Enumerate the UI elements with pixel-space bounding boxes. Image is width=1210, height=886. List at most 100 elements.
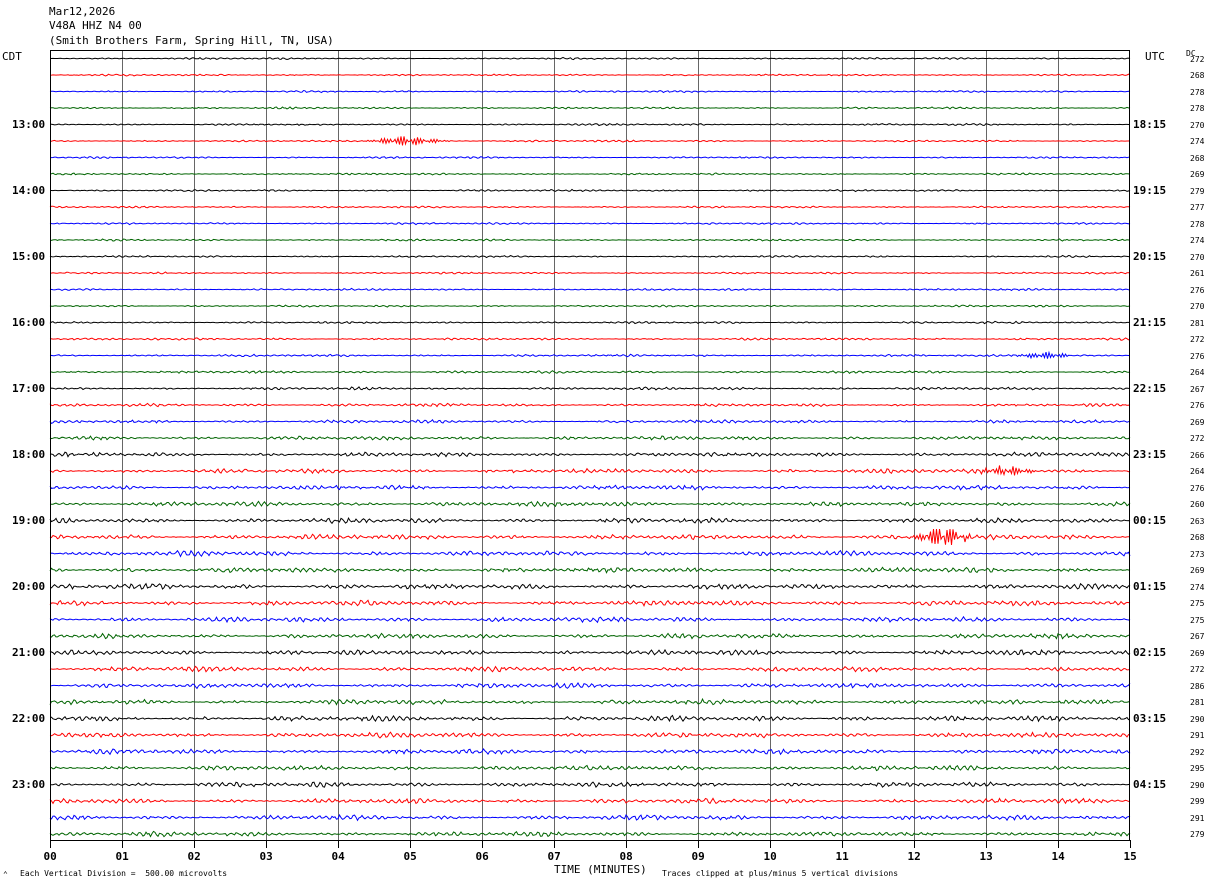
x-tick-label: 05 [403, 850, 417, 863]
x-tick-label: 13 [979, 850, 993, 863]
left-hour-label: 15:00 [12, 249, 46, 263]
right-hour-label: 04:15 [1133, 777, 1167, 791]
trace-line [49, 304, 1131, 308]
x-tick-label: 08 [619, 850, 633, 863]
trace-line [49, 566, 1131, 574]
dc-offset-label: 278 [1190, 87, 1205, 97]
dc-offset-label: 274 [1190, 582, 1205, 592]
right-hour-label: 22:15 [1133, 381, 1167, 395]
right-hour-label: 23:15 [1133, 447, 1167, 461]
left-hour-label: 16:00 [12, 315, 46, 329]
trace-line [49, 813, 1131, 822]
x-tick-label: 11 [835, 850, 849, 863]
left-hour-label: 23:00 [12, 777, 46, 791]
trace-line [49, 599, 1131, 608]
dc-offset-label: 267 [1190, 384, 1205, 394]
dc-offset-label: 268 [1190, 533, 1205, 542]
dc-offset-label: 276 [1190, 351, 1205, 361]
dc-offset-label: 268 [1190, 153, 1205, 163]
x-tick-label: 14 [1051, 850, 1065, 863]
trace-line [49, 238, 1131, 242]
left-hour-label: 13:00 [12, 117, 46, 131]
trace-line [49, 451, 1131, 458]
left-hour-label: 19:00 [12, 513, 46, 527]
x-tick-label: 01 [115, 850, 129, 863]
dc-offset-label: 270 [1190, 120, 1205, 130]
dc-offset-label: 260 [1190, 500, 1205, 509]
footer-scale-note: Each Vertical Division = 500.00 microvol… [20, 869, 228, 878]
x-tick-label: 02 [187, 850, 201, 863]
dc-offset-label: 279 [1190, 830, 1205, 839]
dc-offset-label: 275 [1190, 599, 1205, 608]
left-hour-label: 22:00 [12, 711, 46, 725]
trace-line [50, 136, 1131, 146]
trace-line [49, 435, 1131, 441]
dc-offset-label: 278 [1190, 219, 1205, 229]
trace-line [49, 582, 1131, 591]
trace-line [49, 697, 1131, 706]
trace-line [49, 370, 1131, 374]
dc-offset-label: 263 [1190, 516, 1205, 526]
x-tick-label: 12 [907, 850, 921, 863]
dc-offset-label: 269 [1190, 170, 1205, 179]
dc-offset-label: 279 [1190, 186, 1205, 196]
scale-icon: ⌃ [3, 870, 8, 879]
x-tick-label: 15 [1123, 850, 1137, 863]
right-hour-label: 21:15 [1133, 315, 1167, 329]
dc-offset-label: 291 [1190, 731, 1205, 740]
right-hour-label: 02:15 [1133, 645, 1167, 659]
dc-offset-label: 272 [1190, 335, 1205, 344]
trace-line [49, 500, 1131, 508]
trace-line [49, 122, 1131, 127]
trace-line [49, 714, 1130, 723]
left-hour-label: 21:00 [12, 645, 46, 659]
dc-offset-label: 270 [1190, 302, 1205, 311]
trace-line [49, 221, 1131, 226]
trace-line [49, 781, 1131, 788]
trace-line [49, 337, 1131, 341]
trace-line [49, 402, 1131, 408]
dc-offset-label: 290 [1190, 714, 1205, 724]
dc-offset-label: 266 [1190, 450, 1205, 460]
dc-offset-label: 291 [1190, 813, 1205, 823]
trace-line [49, 106, 1131, 110]
dc-offset-label: 269 [1190, 566, 1205, 575]
dc-offset-label: 268 [1190, 71, 1205, 80]
trace-line [49, 205, 1131, 209]
dc-offset-label: 281 [1190, 698, 1205, 707]
right-hour-label: 18:15 [1133, 117, 1167, 131]
left-hour-label: 18:00 [12, 447, 46, 461]
trace-line [49, 632, 1131, 640]
dc-offset-label: 275 [1190, 615, 1205, 625]
trace-line [49, 549, 1131, 558]
x-tick-label: 03 [259, 850, 273, 863]
trace-line [49, 89, 1131, 94]
header-station: (Smith Brothers Farm, Spring Hill, TN, U… [49, 34, 334, 47]
dc-offset-label: 272 [1190, 434, 1205, 443]
trace-line [49, 665, 1131, 673]
plot-frame [50, 50, 1130, 841]
trace-line [49, 254, 1131, 259]
right-hour-label: 01:15 [1133, 579, 1167, 593]
dc-offset-label: 277 [1190, 203, 1205, 212]
left-timezone-label: CDT [2, 50, 22, 63]
dc-offset-label: 295 [1190, 764, 1205, 773]
x-tick-label: 04 [331, 850, 345, 863]
dc-offset-label: 299 [1190, 797, 1205, 806]
trace-line [49, 747, 1131, 756]
left-hour-label: 17:00 [12, 381, 46, 395]
header-date: Mar12,2026 [49, 5, 116, 18]
right-hour-label: 03:15 [1133, 711, 1167, 725]
seismic-traces [49, 56, 1131, 838]
trace-line [49, 615, 1131, 624]
trace-line [49, 516, 1131, 525]
dc-offset-label: 281 [1190, 318, 1205, 328]
dc-offset-label: 290 [1190, 780, 1205, 790]
trace-line [49, 386, 1131, 391]
dc-offset-label: 278 [1190, 104, 1205, 113]
trace-line [49, 830, 1131, 838]
right-hour-label: 00:15 [1133, 513, 1167, 527]
right-hour-label: 19:15 [1133, 183, 1167, 197]
x-tick-label: 09 [691, 850, 705, 863]
